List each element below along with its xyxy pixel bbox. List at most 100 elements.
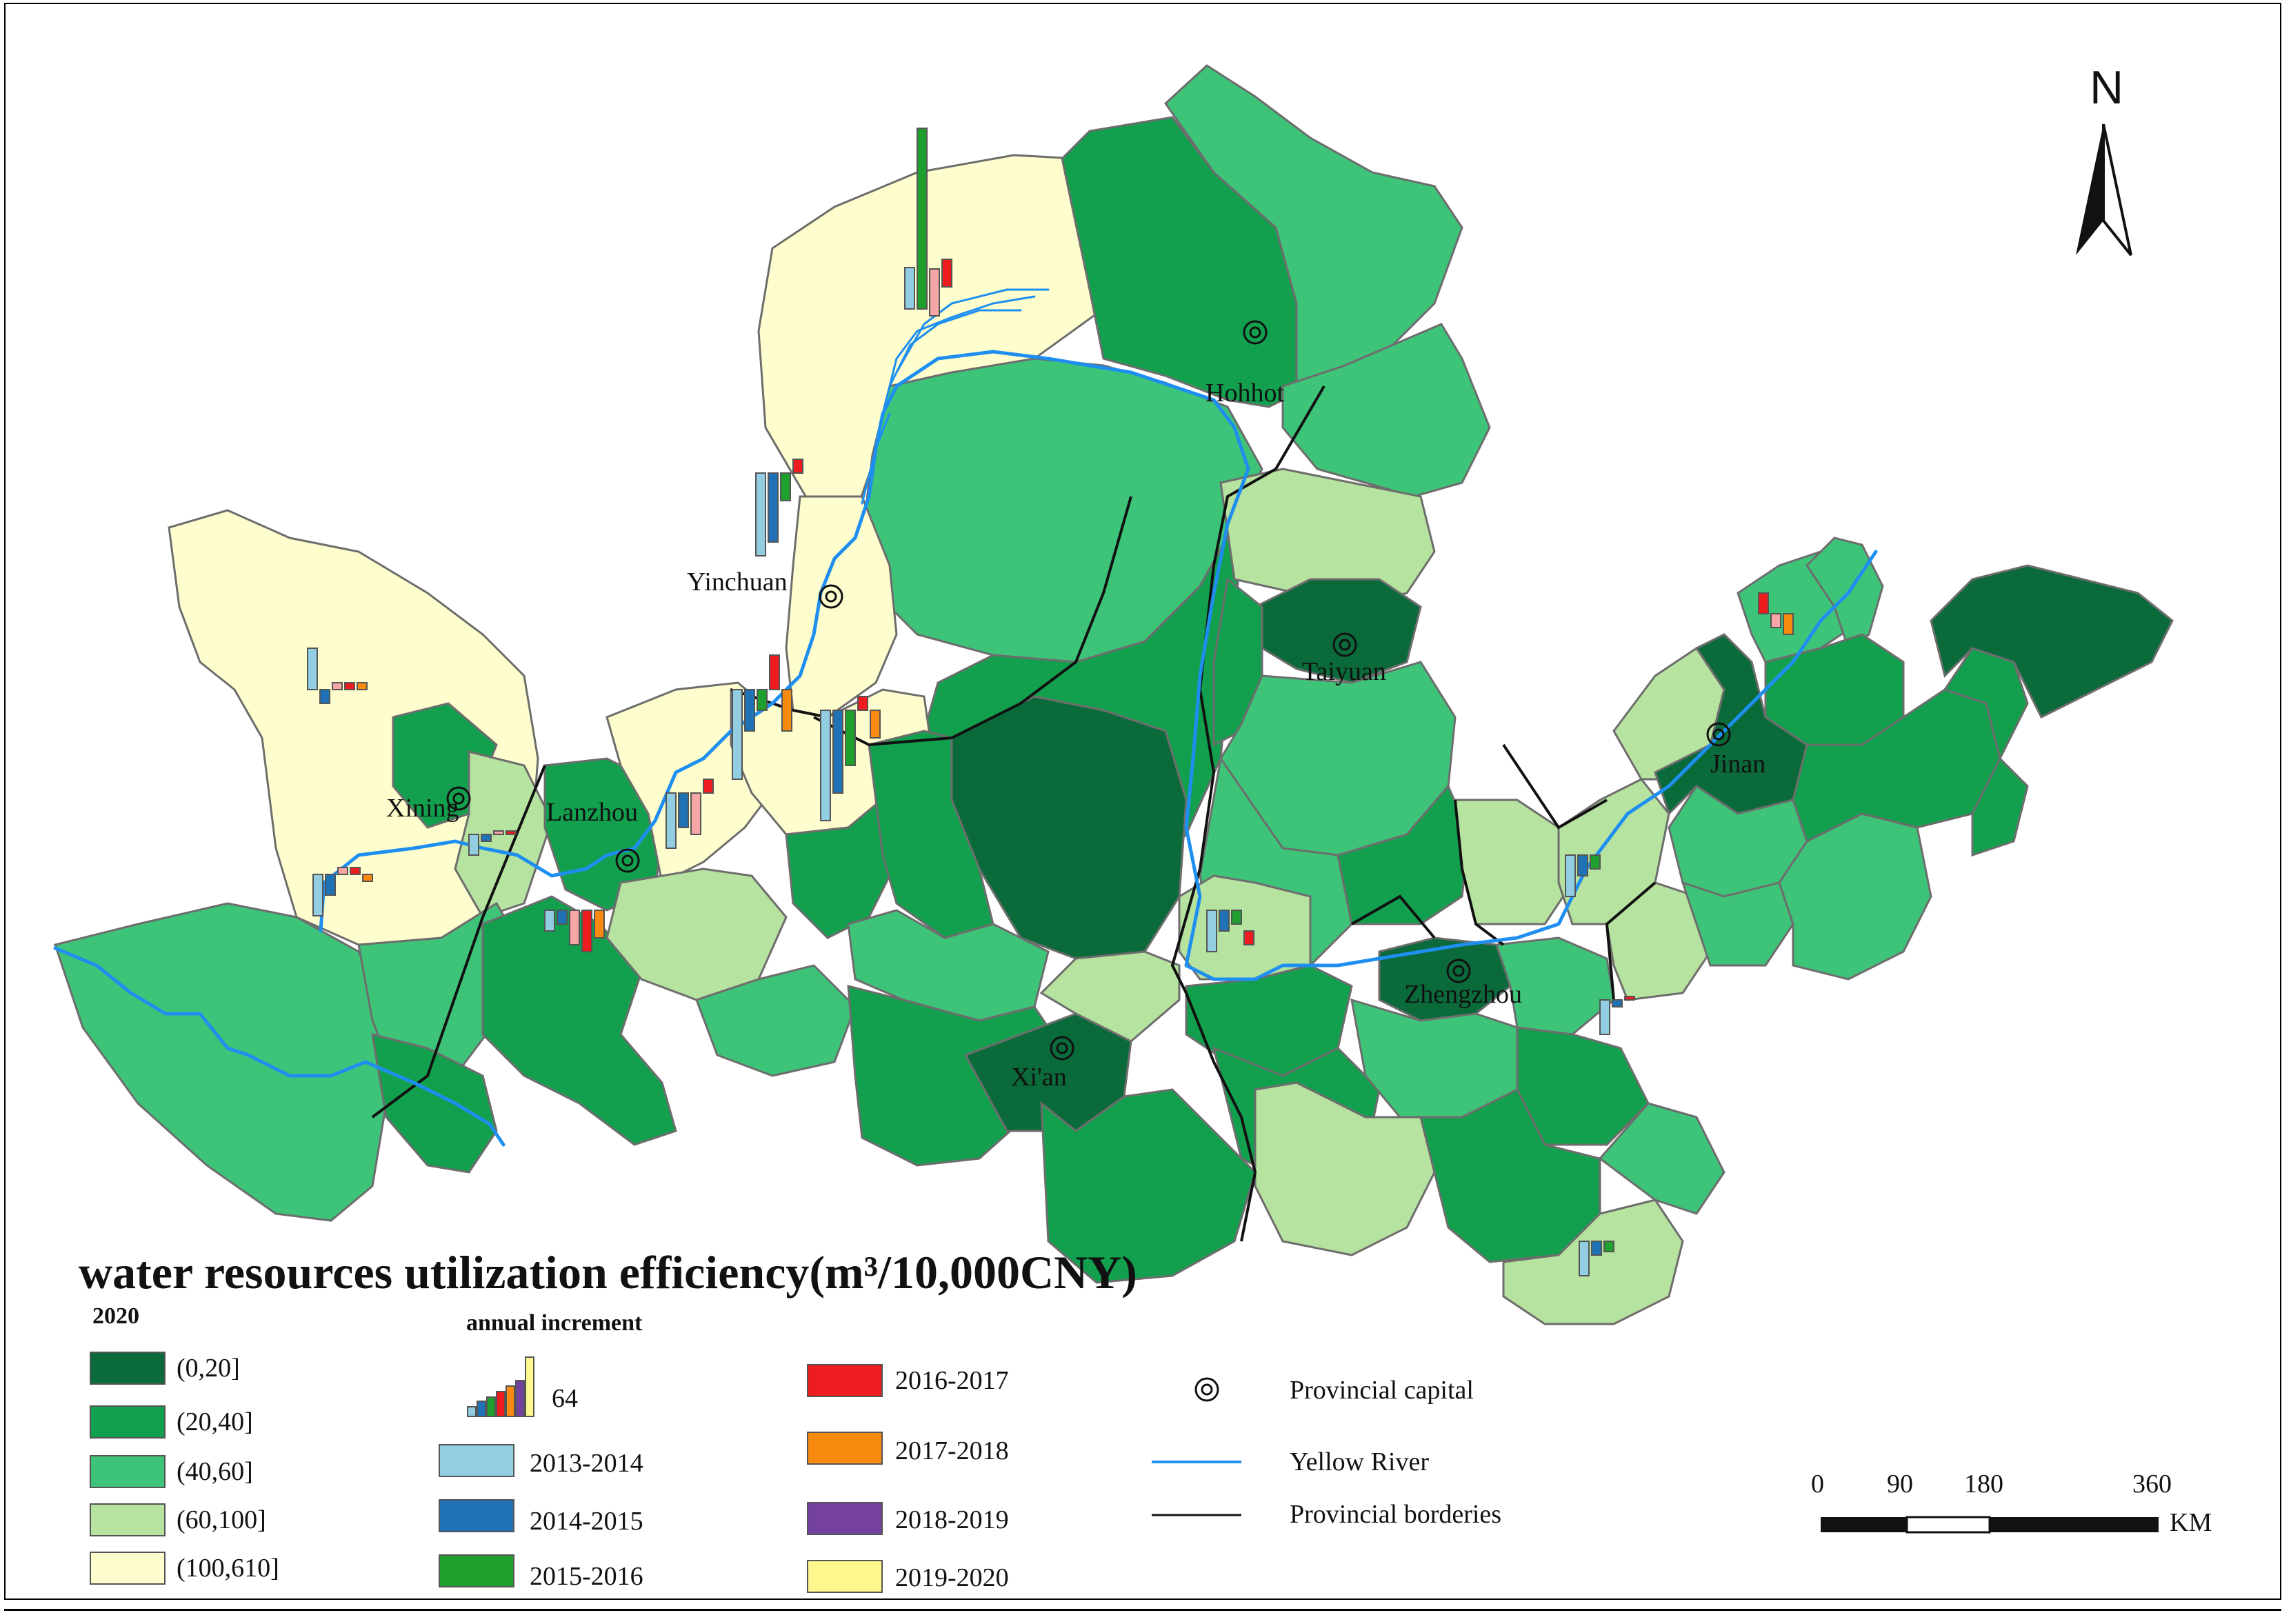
region-zhengzhou: [1378, 936, 1512, 1022]
period-label-4: 2016-2017: [895, 1366, 1009, 1395]
city-label-zhengzhou: Zhengzhou: [1404, 980, 1522, 1009]
region-shandong-rizhao: [1971, 756, 2029, 857]
period-swatch-1: [439, 1444, 514, 1477]
city-label-taiyuan: Taiyuan: [1302, 657, 1386, 686]
scale-tick-360: 360: [2132, 1470, 2172, 1498]
period-label-1: 2013-2014: [530, 1449, 643, 1478]
bar-glyph-qinghai: [307, 648, 368, 704]
prefecture-regions: [54, 64, 2174, 1325]
region-shaanxi-baoji: [868, 730, 994, 939]
capital-icon-jinan: [1706, 722, 1731, 747]
class-label-3: (40,60]: [177, 1457, 253, 1486]
region-taiyuan: [1254, 578, 1422, 684]
class-label-2: (20,40]: [177, 1407, 253, 1436]
bar-glyph-bayannur: [904, 128, 952, 317]
legend-capital-icon: [1194, 1377, 1219, 1402]
legend-year: 2020: [92, 1303, 139, 1329]
region-shaanxi-weinan: [1039, 950, 1181, 1043]
north-arrow-icon: [2076, 123, 2132, 257]
period-label-6: 2018-2019: [895, 1505, 1009, 1534]
increment-head: annual increment: [466, 1310, 643, 1336]
increment-bars: [307, 128, 1794, 1276]
legend-title: water resources utilization efficiency(m…: [79, 1246, 1137, 1299]
scale-tick-90: 90: [1887, 1470, 1913, 1498]
period-swatch-7: [807, 1560, 883, 1593]
class-label-4: (60,100]: [177, 1505, 266, 1534]
region-qinghai-south: [54, 902, 388, 1222]
bar-glyph-shandong-binzhou: [1758, 592, 1794, 635]
bar-glyph-ningxia: [732, 654, 792, 780]
region-shandong-jining: [1681, 881, 1794, 967]
city-label-jinan: Jinan: [1710, 750, 1766, 779]
class-swatch-4: [90, 1503, 166, 1536]
capital-icon-taiyuan: [1332, 632, 1357, 657]
bar-glyph-qinghai-2: [312, 867, 373, 916]
provincial-borders: [371, 385, 1657, 1242]
scale-unit: KM: [2170, 1508, 2212, 1537]
region-henan-xinyang: [1502, 1199, 1684, 1325]
period-swatch-4: [807, 1364, 883, 1397]
capital-markers: [446, 320, 1731, 1061]
class-swatch-1: [90, 1352, 166, 1385]
region-north-shanxi: [1281, 323, 1491, 498]
region-shandong-heze: [1605, 881, 1712, 1001]
capital-icon-yinchuan: [819, 584, 843, 609]
city-label-lanzhou: Lanzhou: [546, 798, 638, 827]
period-label-7: 2019-2020: [895, 1563, 1009, 1592]
region-gansu-tianshui: [695, 964, 857, 1077]
increment-value: 64: [552, 1384, 578, 1413]
capital-icon-hohhot: [1243, 320, 1268, 345]
symbol-label-capital: Provincial capital: [1290, 1376, 1474, 1405]
bar-glyph-alxa: [755, 459, 803, 557]
capital-icon-xining: [446, 786, 471, 811]
region-xian: [963, 1012, 1132, 1132]
bar-glyph-zhengzhou-east: [1599, 996, 1635, 1035]
bar-glyph-ningxia-south: [820, 696, 881, 821]
period-swatch-3: [439, 1554, 514, 1587]
map-frame: [4, 3, 2281, 1600]
city-label-xining: Xining: [386, 794, 459, 823]
region-gansu-pingliang: [785, 791, 898, 939]
north-label: N: [2090, 61, 2124, 114]
class-swatch-5: [90, 1552, 166, 1585]
region-shandong-dongying: [1805, 537, 1884, 650]
class-label-5: (100,610]: [177, 1554, 279, 1583]
period-swatch-2: [439, 1499, 514, 1532]
period-label-2: 2014-2015: [530, 1507, 643, 1536]
period-label-3: 2015-2016: [530, 1562, 643, 1591]
region-ulanqab: [1164, 64, 1463, 388]
region-shandong-weifang: [1792, 688, 2001, 843]
capital-icon-lanzhou: [615, 848, 640, 873]
class-swatch-2: [90, 1405, 166, 1438]
region-henan-nanyang: [1254, 1081, 1436, 1256]
period-swatch-6: [807, 1502, 883, 1535]
bottom-rule: [4, 1609, 2281, 1611]
bar-glyph-shaanxi-weinan: [1206, 910, 1254, 952]
bar-glyph-xining-area: [468, 830, 517, 856]
scale-bar: [1821, 1516, 2159, 1534]
region-ningxia-north: [785, 495, 898, 719]
capital-icon-xian: [1050, 1036, 1074, 1061]
region-shanxi-mid: [1219, 468, 1436, 608]
city-label-hohhot: Hohhot: [1205, 379, 1284, 408]
bar-glyph-shandong-liaocheng: [1565, 854, 1601, 897]
class-swatch-3: [90, 1455, 166, 1488]
symbol-label-river: Yellow River: [1290, 1447, 1429, 1476]
symbol-label-border: Provincial borderies: [1290, 1500, 1502, 1529]
region-shandong-east: [1930, 564, 2174, 719]
legend-symbols: [467, 1356, 1241, 1516]
bar-glyph-henan-xinyang: [1579, 1241, 1614, 1276]
region-shaanxi-tongchuan: [847, 909, 1050, 1022]
region-henan-kaifeng: [1494, 936, 1615, 1036]
class-label-1: (0,20]: [177, 1354, 240, 1383]
capital-icon-zhengzhou: [1446, 959, 1471, 983]
period-swatch-5: [807, 1432, 883, 1465]
scale-tick-180: 180: [1964, 1470, 2003, 1498]
bar-glyph-gansu-dingxi: [544, 910, 605, 952]
bar-glyph-gansu-baiyin: [666, 779, 714, 849]
region-henan-zhoukou: [1598, 1102, 1725, 1215]
legend-increment-glyph: [467, 1356, 534, 1417]
city-label-yinchuan: Yinchuan: [687, 568, 788, 597]
city-label-xian: Xi'an: [1011, 1063, 1067, 1092]
